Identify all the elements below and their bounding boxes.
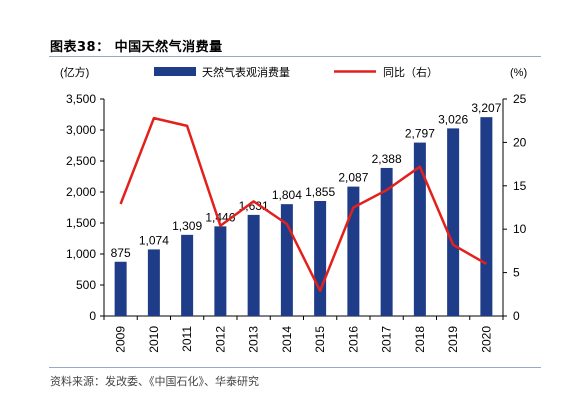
y-right-unit: (%) (510, 67, 527, 79)
figure-title: 图表38： 中国天然气消费量 (50, 40, 223, 55)
bar-2019 (447, 128, 460, 316)
bar-label-2015: 1,855 (305, 185, 335, 199)
x-tick-label-2020: 2020 (479, 326, 493, 353)
y-left-unit: (亿方) (60, 65, 89, 79)
source-note: 资料来源：发改委、《中国石化》、华泰研究 (50, 375, 259, 388)
y-right-tick-label: 5 (513, 266, 520, 280)
bar-label-2009: 875 (111, 246, 131, 260)
x-tick-label-2018: 2018 (413, 326, 427, 353)
bar-label-2013: 1,631 (239, 199, 269, 213)
x-tick-label-2016: 2016 (346, 326, 360, 353)
title-rule (49, 56, 541, 57)
bars (114, 117, 493, 316)
bar-2015 (314, 200, 327, 316)
x-tick-label-2010: 2010 (147, 326, 161, 353)
bar-2012 (214, 226, 227, 316)
source-rule (49, 367, 541, 368)
bar-2013 (247, 214, 260, 316)
bar-label-2016: 2,087 (338, 171, 368, 185)
x-tick-label-2017: 2017 (380, 326, 394, 353)
legend-bar-label: 天然气表观消费量 (202, 65, 290, 79)
bar-2010 (147, 249, 160, 316)
x-tick-label-2009: 2009 (114, 326, 128, 353)
y-left-tick-label: 2,500 (66, 154, 96, 168)
y-right-tick-label: 15 (513, 179, 527, 193)
bar-label-2018: 2,797 (405, 127, 435, 141)
legend-bar-swatch (154, 67, 196, 76)
bar-label-2011: 1,309 (172, 219, 202, 233)
x-labels: 2009 2010 2011 2012 2013 2014 2015 2016 2017 2018… (114, 326, 494, 353)
bar-label-2017: 2,388 (372, 152, 402, 166)
x-tick-label-2013: 2013 (247, 326, 261, 353)
y-left-tick-label: 3,500 (66, 92, 96, 106)
bar-label-2010: 1,074 (139, 233, 169, 247)
bar-2020 (480, 117, 493, 316)
yoy-line (119, 116, 488, 293)
y-left-tick-label: 1,500 (66, 216, 96, 230)
y-right-tick-label: 0 (513, 309, 520, 323)
y-left-tick-label: 0 (89, 309, 96, 323)
legend: 天然气表观消费量 同比（右） (154, 65, 438, 79)
bar-2018 (413, 142, 426, 316)
y-right-tick-label: 20 (513, 135, 527, 149)
bar-label-2020: 3,207 (471, 101, 501, 115)
x-tick-label-2012: 2012 (213, 326, 227, 353)
y-right-tick-label: 25 (513, 92, 527, 106)
bar-2016 (347, 186, 360, 316)
y-left-tick-label: 3,000 (66, 123, 96, 137)
bar-label-2019: 3,026 (438, 112, 468, 126)
x-tick-label-2015: 2015 (313, 326, 327, 353)
y-left-tick-label: 1,000 (66, 247, 96, 261)
legend-line-label: 同比（右） (383, 65, 438, 79)
y-left-tick-label: 2,000 (66, 185, 96, 199)
axes: 0 500 1,000 1,500 2,000 2,500 3,000 3,500 0 5 10 15… (66, 92, 527, 323)
bar-label-2014: 1,804 (272, 188, 302, 202)
x-tick-label-2019: 2019 (446, 326, 460, 353)
bar-2011 (181, 234, 194, 316)
bar-2009 (114, 261, 127, 316)
x-tick-label-2011: 2011 (180, 326, 194, 352)
line-series (119, 116, 488, 293)
x-tick-label-2014: 2014 (280, 326, 294, 353)
y-right-tick-label: 10 (513, 222, 527, 236)
bar-2017 (380, 167, 393, 316)
y-left-tick-label: 500 (76, 278, 96, 292)
